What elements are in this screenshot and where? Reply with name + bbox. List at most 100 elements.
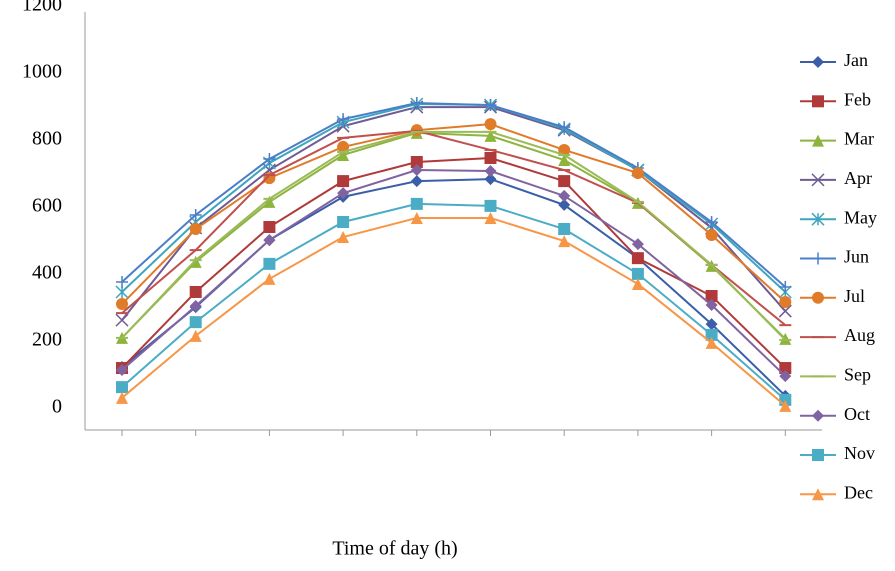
data-point [410, 197, 423, 210]
data-point [189, 285, 202, 298]
data-point [337, 140, 350, 153]
data-point [263, 272, 276, 285]
data-point [779, 296, 792, 309]
y-tick-label: 1000 [22, 61, 62, 83]
data-point [705, 318, 718, 331]
legend-label: Dec [844, 482, 873, 502]
data-point [778, 304, 792, 318]
data-point [558, 154, 571, 166]
data-point [558, 235, 571, 248]
y-tick-label: 1200 [22, 0, 62, 16]
data-point [705, 328, 718, 341]
data-point [484, 129, 497, 142]
x-axis-label: Time of day (h) [332, 538, 457, 560]
data-point [337, 175, 350, 188]
data-point [410, 156, 423, 169]
legend-marker [812, 252, 824, 265]
data-point [558, 121, 571, 134]
data-point [484, 165, 497, 178]
legend-label: Apr [844, 168, 872, 188]
legend-label: Aug [844, 325, 875, 345]
series-line [121, 106, 787, 321]
data-point [116, 275, 128, 288]
data-point [705, 299, 718, 312]
data-point [484, 99, 497, 112]
legend-label: May [844, 207, 877, 227]
data-point [484, 211, 497, 224]
data-point [705, 229, 718, 242]
data-point [115, 313, 129, 327]
legend-label: Mar [844, 129, 874, 149]
data-point [631, 277, 644, 290]
data-point [189, 223, 202, 236]
data-point [779, 362, 792, 375]
data-point [189, 300, 202, 313]
data-point [484, 151, 497, 164]
data-point [410, 97, 423, 110]
data-point [337, 148, 350, 161]
series-line [121, 123, 786, 305]
legend-marker [811, 212, 825, 226]
legend-marker [812, 134, 824, 147]
legend-label: Feb [844, 89, 871, 109]
data-point [263, 221, 276, 233]
legend-marker [812, 291, 824, 304]
legend-label: Sep [844, 365, 871, 385]
data-point [558, 189, 571, 202]
data-point [705, 290, 718, 303]
data-point [410, 175, 423, 188]
series-line [121, 216, 786, 407]
data-point [631, 238, 644, 251]
series-line [121, 202, 786, 401]
data-point [116, 391, 128, 404]
legend-label: Jul [844, 286, 865, 306]
data-point [410, 164, 423, 177]
data-point [631, 252, 644, 265]
legend-label: Jan [844, 50, 868, 70]
data-point [337, 113, 350, 126]
data-point [631, 267, 644, 280]
data-point [189, 329, 202, 342]
legend-label: Oct [844, 404, 870, 424]
data-point [631, 167, 644, 180]
series-line [121, 156, 786, 369]
data-point [484, 173, 497, 186]
y-tick-label: 400 [32, 262, 62, 284]
y-tick-label: 600 [32, 195, 62, 217]
series-line [121, 102, 786, 288]
data-point [484, 118, 497, 131]
data-point [116, 298, 128, 311]
data-point [558, 143, 571, 156]
data-point [779, 280, 792, 293]
y-tick-label: 0 [52, 396, 62, 418]
legend-marker [812, 56, 824, 68]
data-point [779, 399, 792, 412]
data-point [558, 198, 571, 211]
data-point [337, 187, 350, 200]
legend-marker [812, 449, 824, 461]
data-point [337, 215, 350, 228]
data-point [189, 316, 202, 329]
legend-label: Jun [844, 247, 869, 267]
data-point [337, 231, 350, 244]
data-point [189, 255, 202, 268]
data-point [410, 211, 423, 224]
y-tick-label: 800 [32, 128, 62, 150]
series-line [121, 131, 787, 340]
data-point [116, 381, 128, 394]
data-point [484, 199, 497, 212]
legend-marker [812, 488, 824, 501]
data-point [779, 370, 792, 383]
series-line [121, 130, 787, 341]
legend-marker [812, 409, 824, 422]
data-point [558, 175, 571, 188]
data-point [116, 364, 128, 377]
legend-marker [812, 95, 824, 108]
data-point [263, 257, 276, 270]
legend-marker [811, 173, 825, 187]
y-tick-label: 200 [32, 329, 62, 351]
data-point [263, 195, 276, 208]
legend-label: Nov [844, 443, 875, 463]
